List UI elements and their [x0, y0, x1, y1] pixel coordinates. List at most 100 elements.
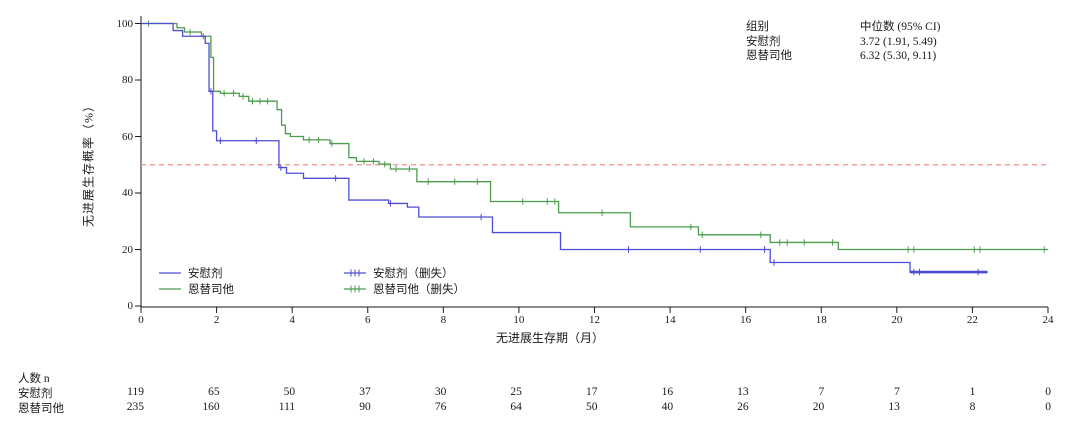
- censor-mark: [777, 239, 783, 246]
- censor-mark: [278, 164, 284, 171]
- y-tick-label: 0: [127, 300, 134, 312]
- censor-mark: [599, 209, 605, 216]
- censor-mark: [452, 178, 458, 185]
- risk-value: 37: [359, 386, 371, 398]
- censor-mark: [306, 136, 312, 144]
- censor-mark: [771, 259, 777, 266]
- censor-mark: [1041, 246, 1047, 253]
- censor-mark: [758, 231, 764, 239]
- censor-marker-icon: [343, 267, 367, 279]
- x-tick-label: 6: [365, 314, 371, 326]
- risk-value: 111: [278, 401, 296, 413]
- line-marker-icon: [158, 283, 182, 295]
- risk-row-label-entinostat: 恩替司他: [18, 403, 64, 415]
- survival-curve-0: [141, 22, 1048, 251]
- median-summary-row-placebo: 安慰剂 3.72 (1.91, 5.49): [746, 35, 941, 50]
- risk-value: 7: [818, 386, 825, 398]
- risk-value: 76: [434, 401, 447, 413]
- censor-mark: [697, 246, 703, 253]
- censor-mark: [830, 239, 836, 246]
- censor-mark: [253, 137, 259, 144]
- censor-mark: [387, 200, 393, 207]
- risk-table-title: 人数 n: [18, 373, 50, 385]
- censor-mark: [187, 28, 193, 36]
- risk-value: 64: [510, 401, 522, 413]
- censor-mark: [208, 88, 214, 95]
- median-summary-row-entinostat: 恩替司他 6.32 (5.30, 9.11): [746, 49, 941, 64]
- x-tick-label: 12: [589, 314, 600, 326]
- line-marker-icon: [159, 288, 181, 290]
- censor-mark: [552, 198, 558, 205]
- censor-mark: [249, 97, 255, 105]
- censor-mark: [917, 268, 923, 276]
- censor-mark: [329, 140, 335, 147]
- median-summary-table: 组别 中位数 (95% CI) 安慰剂 3.72 (1.91, 5.49) 恩替…: [746, 20, 941, 64]
- stats-header-median: 中位数 (95% CI): [860, 21, 941, 33]
- x-tick-label: 8: [440, 314, 447, 326]
- censor-mark: [257, 97, 263, 105]
- censor-mark: [425, 178, 431, 185]
- x-tick-label: 20: [891, 314, 903, 326]
- risk-value: 7: [894, 386, 900, 398]
- stats-group-entinostat: 恩替司他: [746, 50, 792, 62]
- risk-value: 17: [586, 386, 598, 398]
- x-tick-label: 4: [289, 314, 295, 326]
- risk-value: 1: [969, 386, 976, 398]
- legend-label: 恩替司他（删失）: [373, 284, 465, 296]
- censor-mark: [544, 198, 550, 205]
- legend-item-entinostat: 恩替司他: [158, 282, 234, 296]
- x-tick-label: 0: [138, 314, 144, 326]
- risk-row-label-placebo: 安慰剂: [18, 388, 53, 400]
- x-tick-label: 14: [664, 314, 676, 326]
- risk-value: 50: [586, 401, 598, 413]
- stats-median-entinostat: 6.32 (5.30, 9.11): [860, 50, 937, 62]
- legend-label: 恩替司他: [188, 284, 234, 296]
- risk-value: 0: [1045, 386, 1051, 398]
- survival-curve-1: [141, 22, 988, 273]
- censor-marker-icon: [344, 285, 366, 293]
- censor-mark: [520, 198, 526, 205]
- risk-value: 25: [510, 386, 522, 398]
- x-tick-label: 10: [513, 314, 525, 326]
- y-tick-label: 40: [122, 187, 133, 199]
- censor-mark: [370, 158, 376, 165]
- x-axis-title: 无进展生存期（月）: [495, 331, 604, 345]
- censor-mark: [393, 165, 399, 173]
- censor-mark: [361, 158, 367, 165]
- stats-header-group: 组别: [746, 21, 769, 33]
- legend-item-placebo-censored: 安慰剂（删失）: [343, 266, 454, 280]
- x-tick-label: 16: [740, 314, 752, 326]
- risk-value: 235: [126, 401, 144, 413]
- median-summary-header: 组别 中位数 (95% CI): [746, 20, 941, 35]
- censor-mark: [762, 246, 768, 253]
- legend-label: 安慰剂: [188, 268, 223, 280]
- censor-mark: [699, 231, 705, 239]
- y-tick-label: 60: [122, 130, 133, 143]
- censor-mark: [406, 165, 412, 173]
- censor-mark: [221, 90, 227, 97]
- risk-value: 65: [208, 386, 220, 398]
- legend-item-entinostat-censored: 恩替司他（删失）: [343, 282, 465, 296]
- risk-value: 26: [737, 401, 749, 413]
- y-tick-label: 80: [122, 74, 133, 86]
- censor-mark: [911, 246, 917, 253]
- risk-value: 0: [1045, 401, 1051, 413]
- censor-mark: [784, 239, 790, 246]
- censor-mark: [478, 213, 484, 221]
- risk-value: 13: [888, 401, 900, 413]
- x-tick-label: 24: [1042, 314, 1054, 326]
- line-marker-icon: [158, 267, 182, 279]
- y-axis-title: 无进展生存概率（%）: [81, 99, 96, 227]
- y-tick-label: 20: [122, 243, 133, 256]
- censor-mark: [316, 136, 322, 144]
- censor-mark: [217, 137, 223, 144]
- censor-marker-icon: [343, 283, 367, 295]
- risk-value: 20: [812, 401, 825, 413]
- x-tick-label: 22: [966, 314, 978, 326]
- stats-group-placebo: 安慰剂: [746, 35, 781, 48]
- censor-mark: [333, 175, 339, 182]
- censor-mark: [975, 268, 981, 276]
- risk-value: 160: [202, 401, 220, 413]
